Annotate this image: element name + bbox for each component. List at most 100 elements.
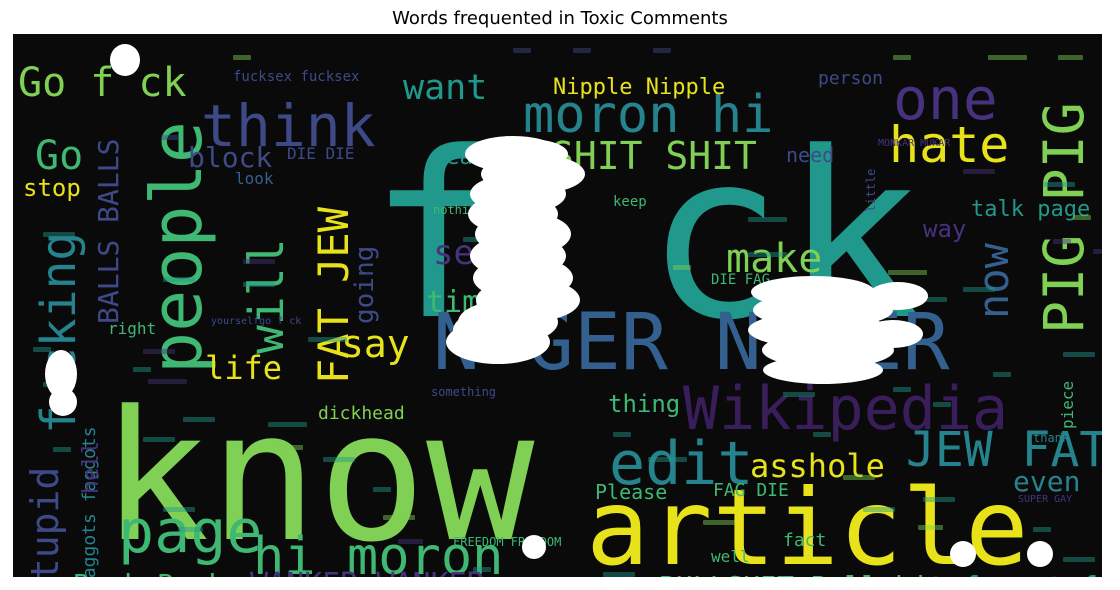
filler-word-mark	[398, 539, 423, 544]
filler-word-mark	[783, 392, 815, 397]
word-edit: edit	[609, 429, 754, 499]
filler-word-mark	[963, 169, 995, 174]
word-life: life	[205, 349, 282, 387]
redaction-blob	[45, 350, 77, 398]
filler-word-mark	[1073, 215, 1091, 220]
word-yourselfgo-f-ck: yourselfgo f ck	[211, 316, 301, 327]
filler-word-mark	[148, 379, 187, 384]
filler-word-mark	[53, 447, 71, 452]
filler-word-mark	[183, 417, 215, 422]
word-people: people	[136, 121, 218, 374]
redaction-blob	[110, 44, 140, 76]
filler-word-mark	[513, 48, 531, 53]
word-jew-fat: JEW FAT	[906, 422, 1102, 478]
word-die-fag: DIE FAG	[711, 272, 770, 288]
filler-word-mark	[923, 497, 955, 502]
word-think: think	[201, 92, 376, 160]
filler-word-mark	[243, 259, 275, 264]
redaction-blob	[868, 282, 928, 310]
filler-word-mark	[373, 487, 391, 492]
word-block: block	[188, 141, 272, 174]
filler-word-mark	[653, 48, 671, 53]
filler-word-mark	[613, 432, 631, 437]
word-hell: hell	[79, 441, 104, 494]
filler-word-mark	[988, 55, 1027, 60]
word-nipple-nipple: Nipple Nipple	[553, 75, 725, 100]
filler-word-mark	[473, 567, 491, 572]
word-balls-balls: BALLS BALLS	[92, 139, 125, 324]
filler-word-mark	[33, 347, 51, 352]
word-wanker-wanker: WANKER WANKER	[250, 567, 486, 577]
word-faggots-faggots: faggots faggots	[79, 426, 100, 577]
word-dickhead: dickhead	[318, 403, 405, 424]
word-even: even	[1013, 465, 1080, 498]
word-way: way	[923, 215, 966, 243]
redaction-blob	[453, 310, 533, 350]
word-please: Please	[595, 480, 667, 504]
word-need: need	[786, 143, 834, 167]
word-stupid: stupid	[23, 467, 67, 577]
word-wikipedia: Wikipedia	[683, 374, 1008, 444]
filler-word-mark	[673, 265, 691, 270]
word-bullshit-bullshit: BULLSHIT Bullshit	[659, 570, 946, 577]
word-now: now	[969, 242, 1018, 319]
filler-word-mark	[133, 367, 151, 372]
filler-word-mark	[161, 135, 179, 140]
filler-word-mark	[888, 270, 927, 275]
filler-word-mark	[143, 349, 175, 354]
word-know: know	[101, 373, 535, 577]
word-well: well	[711, 547, 750, 566]
filler-word-mark	[893, 387, 911, 392]
word-moron-hi: moron hi	[523, 85, 773, 145]
word-asshole: asshole	[750, 447, 885, 485]
filler-word-mark	[268, 422, 307, 427]
word-fucksex-fucksex: fucksex fucksex	[233, 69, 359, 85]
filler-word-mark	[918, 525, 943, 530]
word-say: say	[341, 322, 410, 366]
filler-word-mark	[748, 252, 787, 257]
redaction-blob	[863, 320, 923, 348]
redaction-blob	[763, 356, 883, 384]
filler-word-mark	[573, 48, 591, 53]
filler-word-mark	[648, 457, 687, 462]
filler-word-mark	[278, 445, 303, 450]
word-f-ggot-f-ggot: f ggot f ggot	[963, 570, 1102, 577]
redaction-blob	[488, 139, 568, 169]
filler-word-mark	[323, 457, 355, 462]
filler-word-mark	[308, 337, 347, 342]
filler-word-mark	[893, 55, 911, 60]
word-want: want	[403, 68, 487, 108]
word-super-gay: SUPER GAY	[1018, 494, 1072, 505]
word-shit-shit: SHIT SHIT	[551, 134, 757, 178]
filler-word-mark	[1043, 182, 1075, 187]
filler-word-mark	[1033, 527, 1051, 532]
word-look: look	[235, 169, 274, 188]
redaction-blob	[1027, 541, 1053, 567]
word-thank: thank	[1033, 431, 1070, 445]
word-will: will	[239, 238, 295, 354]
filler-word-mark	[603, 572, 635, 577]
filler-word-mark	[1053, 239, 1071, 244]
filler-word-mark	[143, 437, 175, 442]
word-talk-page: talk page	[971, 197, 1090, 222]
word-stop: stop	[23, 174, 81, 202]
word-fact: fact	[783, 530, 826, 551]
filler-word-mark	[843, 475, 875, 480]
filler-word-mark	[163, 277, 195, 282]
filler-word-mark	[43, 232, 75, 237]
figure-title: Words frequented in Toxic Comments	[392, 8, 728, 29]
word-right: right	[108, 319, 156, 338]
redaction-blob	[522, 535, 546, 559]
word-one: one	[893, 65, 998, 133]
word-little: little	[864, 169, 878, 212]
word-piece: piece	[1058, 381, 1077, 429]
word-bark-bark: Bark Bark	[73, 568, 225, 577]
redaction-blob	[950, 541, 976, 567]
filler-word-mark	[963, 287, 995, 292]
word-make: make	[726, 236, 822, 282]
filler-word-mark	[1063, 352, 1095, 357]
word-monkar-mukar: MONKAR MUKAR	[878, 138, 951, 149]
word-go: Go	[35, 133, 83, 179]
word-pig-pig: PIG PIG	[1032, 102, 1096, 334]
